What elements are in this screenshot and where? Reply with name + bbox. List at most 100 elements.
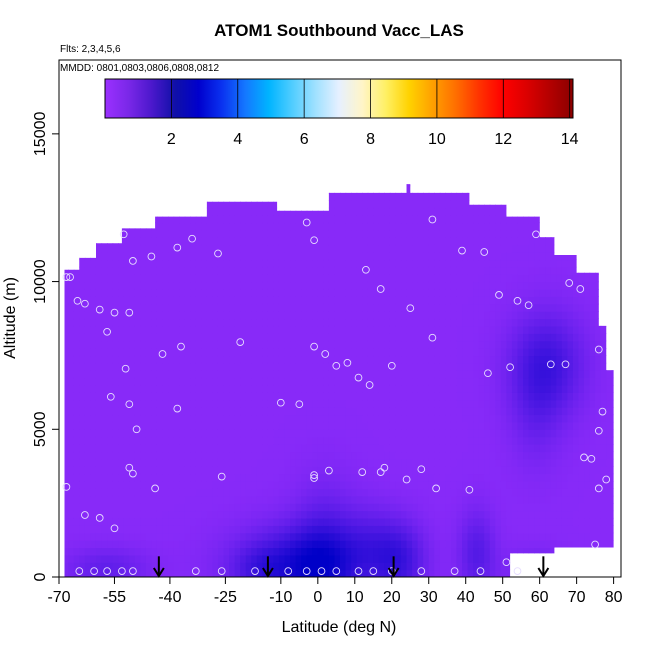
heatmap-cell — [406, 348, 413, 357]
heatmap-cell — [73, 392, 80, 401]
heatmap-cell — [534, 333, 541, 342]
heatmap-cell — [190, 348, 197, 357]
heatmap-cell — [190, 488, 197, 497]
heatmap-cell — [129, 184, 136, 187]
heatmap-cell — [290, 207, 297, 216]
heatmap-cell — [201, 503, 208, 512]
heatmap-cell — [267, 184, 275, 187]
heatmap-cell — [367, 525, 374, 534]
heatmap-cell — [229, 510, 236, 519]
heatmap-cell — [395, 318, 402, 327]
heatmap-cell — [179, 296, 186, 305]
heatmap-cell — [484, 207, 491, 216]
heatmap-cell — [367, 296, 374, 305]
heatmap-cell — [362, 554, 369, 563]
heatmap-cell — [312, 222, 319, 231]
heatmap-cell — [395, 259, 402, 268]
heatmap-cell — [68, 184, 75, 187]
heatmap-cell — [284, 488, 291, 497]
heatmap-cell — [234, 348, 241, 357]
heatmap-cell — [184, 215, 191, 224]
heatmap-cell — [367, 207, 374, 216]
heatmap-cell — [489, 252, 496, 261]
heatmap-cell — [107, 296, 114, 305]
heatmap-cell — [378, 192, 385, 201]
heatmap-cell — [301, 517, 308, 526]
heatmap-cell — [334, 517, 341, 526]
heatmap-cell — [445, 303, 452, 312]
heatmap-cell — [550, 229, 557, 238]
heatmap-cell — [328, 318, 336, 327]
heatmap-cell — [290, 547, 297, 556]
heatmap-cell — [511, 348, 519, 357]
heatmap-cell — [556, 525, 563, 534]
heatmap-cell — [168, 222, 175, 231]
heatmap-cell — [345, 200, 352, 209]
heatmap-cell — [340, 237, 347, 246]
heatmap-cell — [295, 392, 302, 401]
heatmap-cell — [301, 480, 308, 489]
heatmap-cell — [334, 392, 341, 401]
heatmap-cell — [367, 370, 374, 379]
heatmap-cell — [290, 237, 297, 246]
heatmap-cell — [539, 503, 546, 512]
heatmap-cell — [417, 488, 424, 497]
heatmap-cell — [173, 407, 180, 416]
heatmap-cell — [367, 510, 374, 519]
heatmap-cell — [445, 252, 452, 261]
heatmap-cell — [156, 444, 164, 453]
heatmap-cell — [73, 547, 80, 556]
heatmap-cell — [195, 436, 202, 445]
heatmap-cell — [168, 355, 175, 364]
heatmap-cell — [506, 296, 513, 305]
heatmap-cell — [489, 207, 496, 216]
heatmap-cell — [101, 540, 108, 549]
heatmap-cell — [306, 466, 313, 475]
heatmap-cell — [556, 540, 563, 549]
heatmap-cell — [267, 525, 275, 534]
heatmap-cell — [456, 207, 463, 216]
heatmap-cell — [134, 444, 141, 453]
heatmap-cell — [334, 436, 341, 445]
heatmap-cell — [489, 274, 496, 283]
heatmap-cell — [284, 311, 291, 320]
heatmap-cell — [107, 444, 114, 453]
heatmap-cell — [112, 399, 119, 408]
heatmap-cell — [401, 429, 408, 438]
heatmap-cell — [412, 421, 419, 430]
heatmap-cell — [156, 525, 164, 534]
heatmap-cell — [145, 562, 153, 571]
heatmap-cell — [550, 436, 557, 445]
heatmap-cell — [267, 480, 275, 489]
heatmap-cell — [528, 399, 535, 408]
heatmap-cell — [489, 303, 496, 312]
heatmap-cell — [550, 237, 557, 246]
heatmap-cell — [190, 480, 197, 489]
heatmap-cell — [195, 554, 202, 563]
heatmap-cell — [90, 222, 97, 231]
heatmap-cell — [445, 348, 452, 357]
heatmap-cell — [223, 554, 230, 563]
heatmap-cell — [95, 525, 103, 534]
heatmap-cell — [290, 495, 297, 504]
heatmap-cell — [534, 414, 541, 423]
heatmap-cell — [334, 495, 341, 504]
heatmap-cell — [206, 200, 214, 209]
heatmap-cell — [262, 414, 269, 423]
heatmap-cell — [206, 185, 214, 194]
heatmap-cell — [556, 266, 563, 275]
heatmap-cell — [217, 473, 225, 482]
heatmap-cell — [184, 370, 191, 379]
heatmap-cell — [484, 184, 491, 187]
heatmap-cell — [439, 421, 446, 430]
heatmap-cell — [240, 215, 247, 224]
heatmap-cell — [140, 274, 147, 283]
heatmap-cell — [134, 311, 141, 320]
heatmap-cell — [240, 237, 247, 246]
heatmap-cell — [456, 495, 463, 504]
heatmap-cell — [389, 288, 397, 297]
heatmap-cell — [256, 392, 263, 401]
heatmap-cell — [145, 303, 153, 312]
heatmap-cell — [217, 569, 225, 577]
heatmap-cell — [107, 517, 114, 526]
